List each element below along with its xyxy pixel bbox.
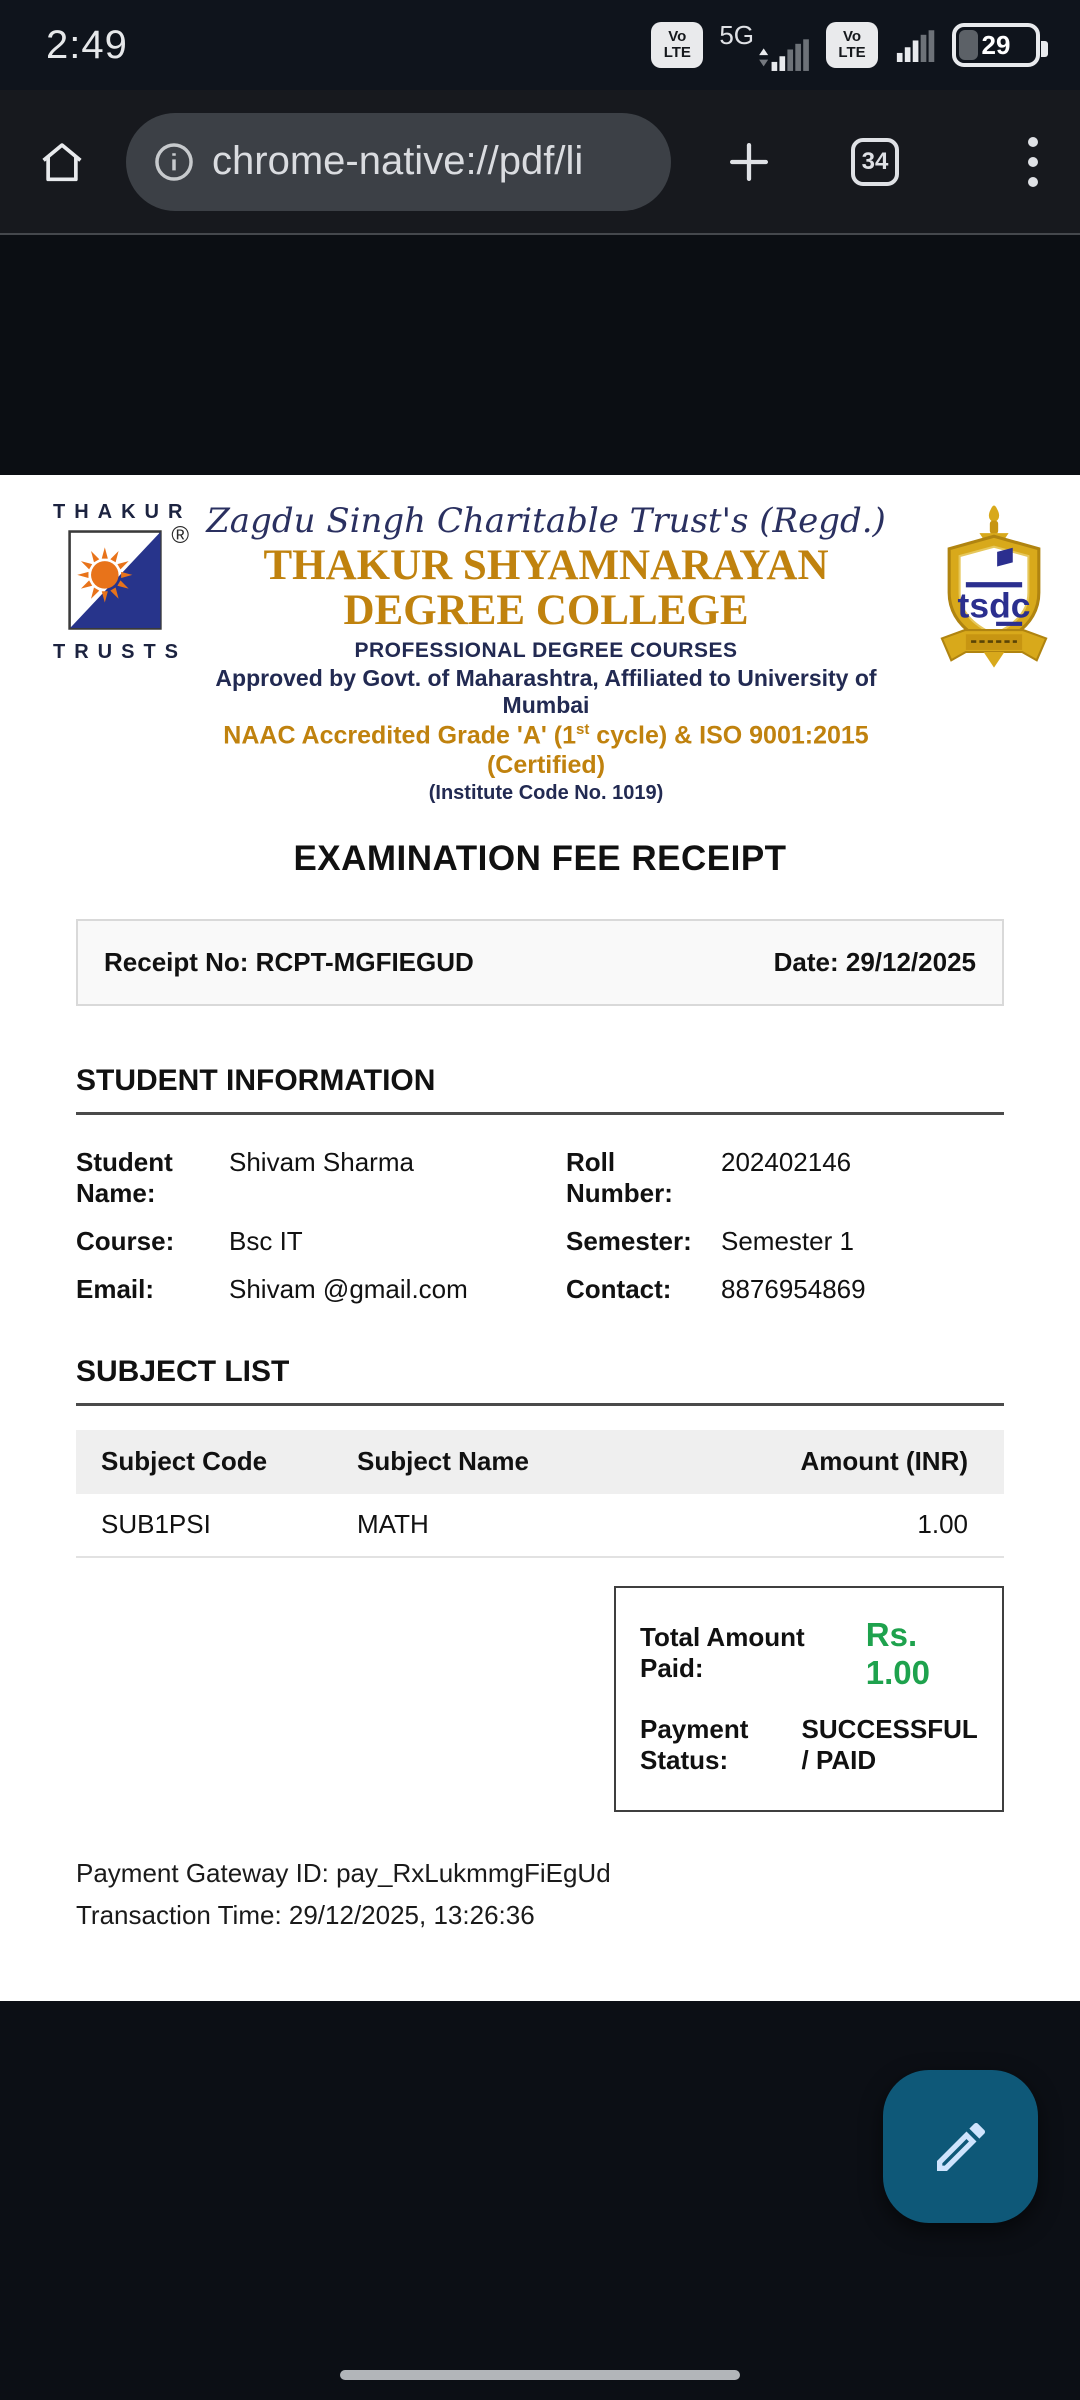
bottom-band (0, 2001, 1080, 2400)
thakur-sun-logo-icon (68, 530, 162, 630)
table-row: SUB1PSI MATH 1.00 (76, 1494, 1004, 1558)
subject-list-title: SUBJECT LIST (76, 1355, 1004, 1406)
transaction-time: Transaction Time: 29/12/2025, 13:26:36 (76, 1899, 535, 1930)
subject-table: Subject Code Subject Name Amount (INR) S… (76, 1429, 1004, 1558)
logo-word-top: THAKUR (53, 501, 192, 523)
url-text: chrome-native://pdf/li (212, 139, 584, 183)
kebab-dot (1028, 156, 1038, 167)
registered-trademark: ® (171, 522, 189, 549)
college-header-text: Zagdu Singh Charitable Trust's (Regd.) T… (186, 501, 936, 805)
new-tab-button[interactable] (721, 134, 777, 190)
home-icon (42, 142, 82, 181)
subject-name-cell: MATH (357, 1509, 429, 1540)
tsdc-shield-icon: tsdc (940, 505, 1048, 668)
payment-gateway-id: Payment Gateway ID: pay_RxLukmmgFiEgUd (76, 1857, 611, 1888)
gesture-navigation-bar[interactable] (340, 2370, 740, 2380)
total-amount-line: Total Amount Paid: Rs. 1.00 (640, 1616, 978, 1692)
status-bar: 2:49 Vo LTE 5G Vo LTE (0, 0, 1080, 90)
receipt-date: Date: 29/12/2025 (773, 946, 976, 977)
payment-status-value: SUCCESSFUL / PAID (801, 1713, 978, 1775)
payment-status-line: Payment Status: SUCCESSFUL / PAID (640, 1714, 978, 1776)
college-tagline: PROFESSIONAL DEGREE COURSES (354, 639, 738, 663)
status-icons: Vo LTE 5G Vo LTE (651, 20, 1048, 71)
battery-fill (959, 30, 979, 60)
subject-list-section: SUBJECT LIST Subject Code Subject Name A… (76, 1355, 1004, 1558)
college-accreditation: NAAC Accredited Grade 'A' (1st cycle) & … (223, 721, 869, 779)
field-label: Roll Number: (566, 1146, 673, 1208)
svg-text:tsdc: tsdc (958, 586, 1031, 626)
institute-code: (Institute Code No. 1019) (428, 781, 664, 804)
col-header-subject-name: Subject Name (357, 1446, 529, 1477)
edit-fab-button[interactable] (883, 2070, 1038, 2223)
field-label: Semester: (566, 1225, 692, 1256)
college-name: THAKUR SHYAMNARAYAN DEGREE COLLEGE (263, 542, 829, 635)
tab-count: 34 (861, 147, 889, 175)
thakur-trusts-logo: THAKUR (44, 501, 192, 664)
signal-bars-icon-2 (896, 30, 935, 62)
kebab-dot (1028, 136, 1038, 147)
field-value: Shivam Sharma (229, 1146, 414, 1177)
menu-button[interactable] (1022, 131, 1044, 193)
field-value: Semester 1 (721, 1225, 854, 1256)
kebab-dot (1028, 176, 1038, 187)
page-info-icon[interactable] (152, 140, 196, 184)
pdf-receipt-page: THAKUR (0, 475, 1080, 2237)
student-info-title: STUDENT INFORMATION (76, 1064, 1004, 1115)
plus-icon (729, 142, 769, 181)
field-label: Contact: (566, 1273, 672, 1304)
receipt-number-bar: Receipt No: RCPT-MGFIEGUD Date: 29/12/20… (76, 918, 1004, 1006)
field-value: Shivam @gmail.com (229, 1273, 468, 1304)
col-header-amount: Amount (INR) (800, 1446, 968, 1477)
volte-icon: Vo LTE (651, 22, 704, 68)
volte-icon-2: Vo LTE (826, 22, 878, 68)
field-label: Student Name: (76, 1146, 173, 1208)
total-amount-value: Rs. 1.00 (865, 1615, 931, 1691)
student-info-grid: Student Name: Shivam Sharma Roll Number:… (76, 1147, 1004, 1305)
url-bar[interactable]: chrome-native://pdf/li (126, 112, 671, 211)
browser-toolbar: chrome-native://pdf/li 34 (0, 90, 1080, 235)
student-information-section: STUDENT INFORMATION Student Name: Shivam… (76, 1064, 1004, 1305)
field-value: Bsc IT (229, 1225, 303, 1256)
receipt-title: EXAMINATION FEE RECEIPT (293, 838, 787, 878)
subject-code-cell: SUB1PSI (101, 1509, 211, 1540)
home-button[interactable] (36, 136, 88, 188)
receipt-number: Receipt No: RCPT-MGFIEGUD (104, 946, 474, 977)
payment-status-label: Payment Status: (640, 1713, 749, 1775)
college-header: THAKUR (0, 475, 1080, 805)
field-value: 8876954869 (721, 1273, 866, 1304)
signal-bars-icon (759, 38, 809, 71)
battery-icon: 29 (952, 23, 1048, 67)
payment-meta: Payment Gateway ID: pay_RxLukmmgFiEgUd T… (76, 1852, 1004, 1936)
total-amount-box: Total Amount Paid: Rs. 1.00 Payment Stat… (614, 1585, 1004, 1812)
tab-switcher-button[interactable]: 34 (851, 137, 899, 186)
amount-cell: 1.00 (917, 1509, 968, 1540)
field-value: 202402146 (721, 1146, 852, 1177)
network-type-label: 5G (719, 19, 754, 50)
battery-percent: 29 (981, 29, 1011, 60)
pencil-edit-icon (936, 2122, 985, 2171)
network-5g: 5G (719, 20, 810, 71)
college-approval: Approved by Govt. of Maharashtra, Affili… (215, 665, 877, 719)
total-amount-label: Total Amount Paid: (640, 1621, 805, 1683)
field-label: Course: (76, 1225, 175, 1256)
trust-name: Zagdu Singh Charitable Trust's (Regd.) (206, 501, 886, 541)
tsdc-emblem: tsdc (936, 501, 1054, 682)
logo-word-bottom: TRUSTS (53, 641, 187, 663)
table-header-row: Subject Code Subject Name Amount (INR) (76, 1429, 1004, 1494)
field-label: Email: (76, 1273, 155, 1304)
clock: 2:49 (46, 22, 128, 67)
col-header-subject-code: Subject Code (101, 1446, 268, 1477)
